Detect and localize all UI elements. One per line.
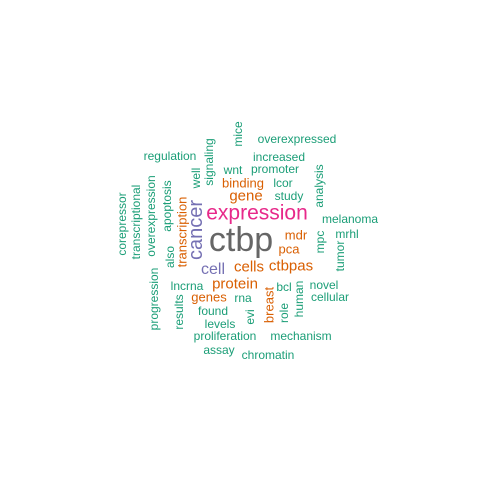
word-chromatin: chromatin [241,348,295,362]
word-analysis: analysis [312,164,326,208]
word-role: role [277,302,291,324]
word-lncrna: lncrna [170,279,204,293]
word-well: well [189,167,203,189]
word-evi: evi [243,309,257,325]
word-transcription: transcription [174,196,190,268]
word-cells: cells [233,258,265,276]
word-rna: rna [234,291,252,305]
word-results: results [172,294,186,330]
word-also: also [163,245,177,269]
word-apoptosis: apoptosis [160,180,174,232]
word-binding: binding [222,175,264,191]
word-mrhl: mrhl [335,227,359,241]
word-expression: expression [206,201,308,225]
word-melanoma: melanoma [321,212,379,226]
word-mpc: mpc [313,230,327,254]
word-mice: mice [231,121,245,147]
word-protein: protein [212,275,258,293]
word-found: found [197,304,229,318]
word-study: study [274,189,304,203]
word-tumor: tumor [333,240,347,272]
word-corepressor: corepressor [115,192,129,256]
word-overexpressed: overexpressed [257,132,337,146]
word-ctbp: ctbp [208,221,274,259]
word-regulation: regulation [143,149,197,163]
word-assay: assay [203,343,235,357]
word-transcriptional: transcriptional [129,184,143,260]
word-progression: progression [147,267,161,331]
word-cell: cell [200,261,226,278]
word-wnt: wnt [223,163,243,177]
word-signaling: signaling [202,138,216,186]
word-mdr: mdr [284,227,308,243]
word-ctbpas: ctbpas [268,257,314,275]
word-levels: levels [204,317,236,331]
word-proliferation: proliferation [193,329,257,343]
word-increased: increased [252,150,306,164]
word-cellular: cellular [310,290,350,304]
word-pca: pca [278,241,300,257]
word-gene: gene [229,187,263,205]
word-genes: genes [191,289,227,305]
word-bcl: bcl [276,280,292,294]
word-breast: breast [261,286,277,324]
word-overexpression: overexpression [144,175,158,257]
word-human: human [292,280,306,318]
word-lcor: lcor [273,176,293,190]
word-novel: novel [309,278,339,292]
word-promoter: promoter [250,162,300,176]
word-mechanism: mechanism [270,329,332,343]
